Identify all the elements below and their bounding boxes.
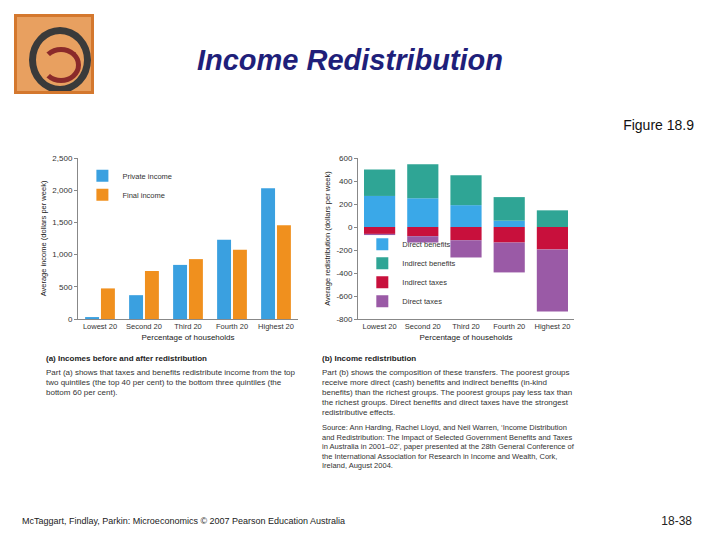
svg-text:Third 20: Third 20 (452, 322, 480, 331)
svg-text:1,000: 1,000 (52, 250, 73, 259)
html-text:(b) Income redistribution: (b) Income redistribution (322, 354, 417, 363)
svg-text:500: 500 (59, 283, 73, 292)
svg-text:1,500: 1,500 (52, 218, 73, 227)
svg-text:Indirect taxes: Indirect taxes (402, 278, 447, 287)
svg-text:Private income: Private income (122, 172, 172, 181)
svg-text:Fourth 20: Fourth 20 (216, 322, 248, 331)
svg-text:Final income: Final income (122, 191, 165, 200)
svg-text:Average income (dollars per we: Average income (dollars per week) (39, 180, 48, 296)
svg-text:Highest 20: Highest 20 (258, 322, 294, 331)
svg-text:600: 600 (339, 154, 353, 163)
svg-text:-800: -800 (336, 315, 353, 324)
svg-text:Direct taxes: Direct taxes (402, 297, 442, 306)
svg-text:-600: -600 (336, 292, 353, 301)
svg-text:Percentage of households: Percentage of households (420, 333, 513, 342)
html-text:(a) Incomes before and after r: (a) Incomes before and after redistribut… (46, 354, 207, 363)
svg-text:Indirect benefits: Indirect benefits (402, 259, 455, 268)
svg-text:Lowest 20: Lowest 20 (362, 322, 396, 331)
svg-text:Second 20: Second 20 (405, 322, 441, 331)
svg-text:Lowest 20: Lowest 20 (83, 322, 117, 331)
svg-text:Average redistribution (dollar: Average redistribution (dollars per week… (323, 171, 332, 306)
svg-text:Percentage of households: Percentage of households (142, 333, 235, 342)
svg-text:400: 400 (339, 177, 353, 186)
svg-text:0: 0 (68, 315, 73, 324)
html-text:Part (a) shows that taxes and: Part (a) shows that taxes and benefits r… (46, 368, 295, 397)
html-text:Income Redistribution: Income Redistribution (196, 44, 504, 76)
svg-text:Fourth 20: Fourth 20 (493, 322, 525, 331)
svg-text:Third 20: Third 20 (174, 322, 202, 331)
svg-text:Direct benefits: Direct benefits (402, 240, 450, 249)
svg-text:0: 0 (348, 223, 353, 232)
svg-text:-400: -400 (336, 269, 353, 278)
svg-text:200: 200 (339, 200, 353, 209)
svg-text:Second 20: Second 20 (126, 322, 162, 331)
html-text:Source: Ann Harding, Rachel Ll: Source: Ann Harding, Rachel Lloyd, and N… (322, 423, 574, 470)
svg-text:-200: -200 (336, 246, 353, 255)
svg-text:2,500: 2,500 (52, 154, 73, 163)
html-text:Part (b) shows the composition: Part (b) shows the composition of these … (322, 368, 573, 417)
html-text:Figure 18.9: Figure 18.9 (623, 117, 694, 133)
html-text:McTaggart, Findlay, Parkin: Mi: McTaggart, Findlay, Parkin: Microeconomi… (22, 516, 346, 526)
html-text:18-38: 18-38 (661, 514, 692, 528)
svg-text:2,000: 2,000 (52, 186, 73, 195)
svg-text:Highest 20: Highest 20 (534, 322, 570, 331)
